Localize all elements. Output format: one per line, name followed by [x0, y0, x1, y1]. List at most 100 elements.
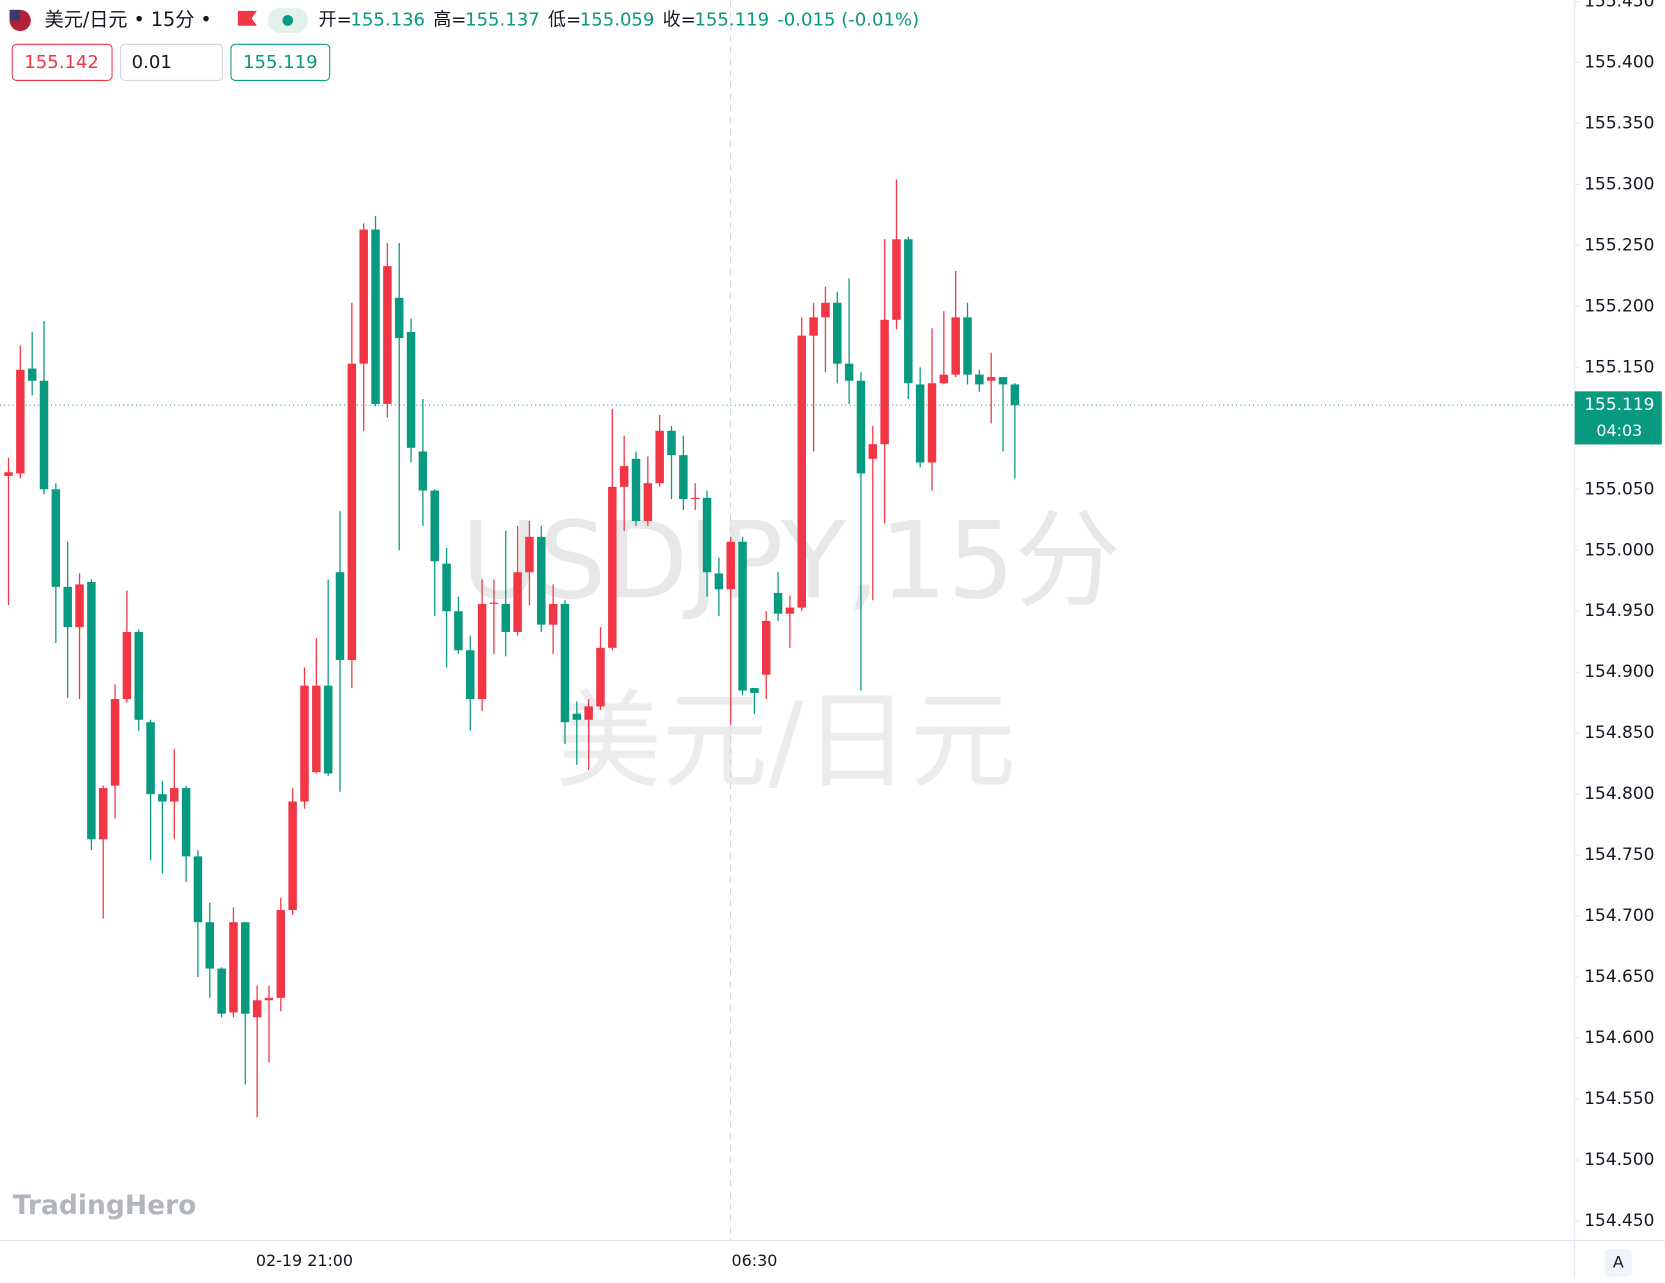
candle-body — [761, 620, 771, 675]
change: -0.015 (-0.01%) — [777, 9, 919, 30]
buy-button[interactable] — [230, 43, 331, 81]
plot — [4, 179, 1020, 1118]
ohlc-label: 收= — [663, 9, 696, 30]
candle-body — [229, 922, 238, 1013]
candle-body — [963, 317, 972, 375]
watermark-name: 美元/日元 — [556, 680, 1016, 804]
candle-body — [904, 239, 913, 384]
candle-body — [359, 229, 368, 364]
candle-body — [584, 706, 593, 720]
candle-body — [75, 584, 84, 628]
y-tick-label: 155.200 — [1584, 296, 1654, 316]
candle-body — [868, 444, 878, 459]
candle-body — [312, 685, 321, 773]
y-tick-label: 155.250 — [1584, 235, 1654, 255]
candle-body — [525, 536, 534, 573]
y-tick-label: 155.350 — [1584, 113, 1654, 133]
candle-body — [323, 685, 333, 774]
candle-body — [16, 369, 25, 474]
watermark-symbol: USDJPY,15分 — [461, 500, 1121, 624]
candle-body — [158, 794, 167, 802]
candle-body — [27, 368, 37, 381]
buy-price[interactable]: 155.119 — [243, 52, 318, 73]
candle-body — [951, 317, 960, 375]
candle-body — [667, 430, 676, 456]
candle-body — [856, 380, 866, 474]
y-tick-label: 155.450 — [1584, 0, 1654, 11]
y-tick-label: 154.950 — [1584, 601, 1654, 621]
y-tick-label: 155.300 — [1584, 174, 1654, 194]
candle-body — [394, 297, 404, 339]
x-tick-label: 06:30 — [731, 1251, 777, 1270]
candle-body — [300, 685, 309, 802]
candle-body — [98, 788, 108, 840]
y-tick-label: 155.400 — [1584, 52, 1654, 72]
candle-body — [655, 430, 664, 484]
y-tick-label: 154.500 — [1584, 1150, 1654, 1170]
y-tick-label: 154.850 — [1584, 723, 1654, 743]
candle-body — [63, 586, 72, 628]
candle-body — [631, 458, 641, 521]
auto-scale-label[interactable]: A — [1613, 1252, 1624, 1271]
candle-body — [252, 1000, 262, 1018]
candle-body — [39, 380, 49, 490]
candle-body — [4, 472, 13, 476]
candle-body — [241, 922, 250, 1014]
candle-body — [134, 631, 143, 720]
candle-body — [430, 490, 439, 562]
candle-body — [181, 788, 191, 857]
candle-body — [785, 607, 795, 614]
candle-body — [714, 573, 724, 590]
y-tick-label: 154.600 — [1584, 1028, 1654, 1048]
qty-input[interactable] — [119, 43, 223, 81]
countdown: 04:03 — [1596, 421, 1642, 440]
candle-body — [643, 483, 653, 521]
sell-button[interactable] — [11, 43, 113, 81]
candle-body — [809, 317, 818, 336]
candle-body — [87, 581, 96, 840]
auto-scale-button[interactable] — [1604, 1249, 1633, 1277]
qty[interactable]: 0.01 — [132, 52, 172, 73]
candle-body — [276, 910, 286, 998]
sell-price[interactable]: 155.142 — [24, 52, 99, 73]
candle-body — [537, 536, 546, 625]
candle-body — [335, 572, 345, 661]
order-panel: 155.142 0.01 155.119 — [11, 43, 331, 81]
candle-body — [880, 319, 889, 445]
candle-body — [702, 497, 712, 573]
candle-body — [560, 603, 570, 723]
y-tick-label: 155.150 — [1584, 357, 1654, 377]
last-price-label: 155.119 — [1584, 395, 1654, 415]
ohlc-value: 155.136 — [350, 9, 425, 30]
candle-body — [146, 722, 155, 795]
header: 美元/日元 • 15分 • 开= 155.136 高= 155.137 低= 1… — [9, 7, 919, 34]
logo: TradingHero — [13, 1190, 197, 1221]
y-tick-label: 155.000 — [1584, 540, 1654, 560]
candle-body — [110, 699, 120, 786]
ohlc-value: 155.137 — [465, 9, 540, 30]
candle-body — [347, 363, 357, 661]
y-tick-label: 154.900 — [1584, 662, 1654, 682]
flag — [237, 10, 257, 26]
candle-body — [501, 603, 511, 632]
y-tick-label: 154.800 — [1584, 784, 1654, 804]
candle-body — [477, 603, 487, 700]
candle-body — [406, 331, 416, 448]
y-tick-label: 154.750 — [1584, 845, 1654, 865]
ohlc-label: 开= — [319, 9, 352, 30]
candle-body — [264, 997, 274, 1001]
candle-body — [288, 801, 297, 911]
status-dot — [282, 15, 294, 26]
candle-body — [122, 631, 132, 700]
candle-body — [193, 856, 203, 923]
candle-body — [51, 489, 61, 587]
candle-body — [986, 377, 996, 381]
candle-body — [738, 541, 747, 691]
candle-body — [383, 266, 392, 404]
candle-body — [833, 302, 842, 364]
y-tick-label: 154.650 — [1584, 967, 1654, 987]
ohlc-label: 低= — [548, 9, 581, 30]
candle-body — [773, 592, 783, 614]
